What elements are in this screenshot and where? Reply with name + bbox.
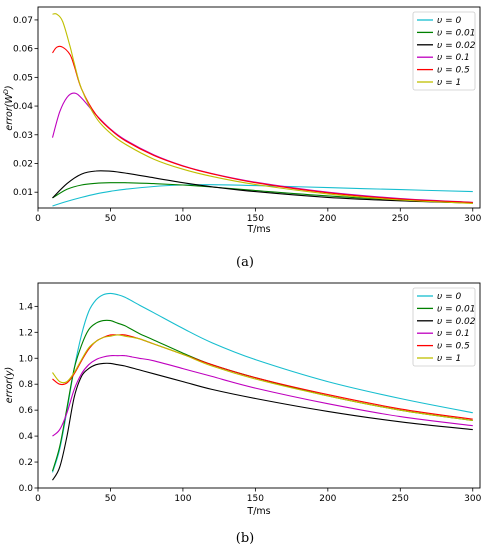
legend-label-a-1: υ = 0.01 xyxy=(437,28,476,38)
series-b xyxy=(51,292,473,481)
legend-b: υ = 0 υ = 0.01 υ = 0.02 υ = 0.1 υ = 0.5 υ = 1 xyxy=(412,287,476,367)
series-line-b-4 xyxy=(52,334,473,420)
legend-label-b-3: υ = 0.1 xyxy=(437,329,470,339)
y-tick-label-a: 0.07 xyxy=(13,16,33,26)
x-axis-label-a: T/ms xyxy=(246,224,270,235)
y-tick-label-b: 0.2 xyxy=(19,458,33,468)
legend-box-a xyxy=(412,11,476,91)
series-a xyxy=(51,13,473,207)
plot-frame-a xyxy=(37,6,481,209)
y-tick-label-b: 0.0 xyxy=(19,484,34,494)
x-tick-label-a: 200 xyxy=(319,214,336,224)
legend-label-a-3: υ = 0.1 xyxy=(437,53,470,63)
x-tick-label-a: 100 xyxy=(174,214,191,224)
legend-label-b-4: υ = 0.5 xyxy=(437,342,470,352)
legend-label-a-0: υ = 0 xyxy=(437,16,461,26)
series-line-b-2 xyxy=(52,362,473,481)
x-tick-label-b: 0 xyxy=(35,494,41,504)
legend-label-b-1: υ = 0.01 xyxy=(437,304,476,314)
ticks-b: 0 50 100 150 200 250 300 0.0 0.2 0.4 0.6 0.8 1.0 1.2 1… xyxy=(19,302,482,504)
series-line-a-5 xyxy=(52,13,473,204)
y-tick-label-b: 1.4 xyxy=(19,302,34,312)
series-line-b-5 xyxy=(52,334,473,422)
y-tick-label-b: 0.8 xyxy=(19,380,34,390)
series-line-b-0 xyxy=(51,292,473,473)
series-line-a-4 xyxy=(52,45,473,204)
x-tick-label-b: 50 xyxy=(105,494,117,504)
x-tick-label-a: 300 xyxy=(464,214,481,224)
series-line-b-1 xyxy=(51,319,473,472)
y-tick-label-a: 0.05 xyxy=(13,73,33,83)
y-tick-label-b: 0.6 xyxy=(19,406,34,416)
x-tick-label-a: 250 xyxy=(392,214,409,224)
y-tick-label-b: 0.4 xyxy=(19,432,34,442)
caption-b: (b) xyxy=(236,531,254,546)
y-axis-label-b: error(y) xyxy=(4,367,15,403)
legend-label-b-0: υ = 0 xyxy=(437,292,461,302)
caption-a: (a) xyxy=(236,255,254,270)
y-tick-label-b: 1.2 xyxy=(19,328,33,338)
legend-a: υ = 0 υ = 0.01 υ = 0.02 υ = 0.1 υ = 0.5 υ = 1 xyxy=(412,11,476,91)
legend-label-a-2: υ = 0.02 xyxy=(437,41,476,51)
series-line-a-1 xyxy=(52,182,473,204)
chart-a: 0 50 100 150 200 250 300 0.01 0.02 0.03 0.04 0.05 0.… xyxy=(2,6,482,270)
y-tick-label-b: 1.0 xyxy=(19,354,34,364)
x-axis-label-b: T/ms xyxy=(246,506,270,517)
x-tick-label-a: 150 xyxy=(247,214,264,224)
ticks-a: 0 50 100 150 200 250 300 0.01 0.02 0.03 0.04 0.05 0.… xyxy=(13,16,482,224)
y-tick-label-a: 0.04 xyxy=(13,102,33,112)
series-line-b-3 xyxy=(52,355,473,437)
legend-label-b-2: υ = 0.02 xyxy=(437,317,476,327)
x-tick-label-b: 100 xyxy=(174,494,191,504)
y-tick-label-a: 0.03 xyxy=(13,131,33,141)
series-line-a-0 xyxy=(52,184,473,207)
plot-frame-b xyxy=(37,282,481,489)
y-tick-label-a: 0.01 xyxy=(13,188,33,198)
series-line-a-3 xyxy=(51,92,473,203)
chart-b: 0 50 100 150 200 250 300 0.0 0.2 0.4 0.6 0.8 1.0 1.2 1… xyxy=(4,282,482,546)
legend-label-b-5: υ = 1 xyxy=(437,354,461,364)
x-tick-label-a: 50 xyxy=(105,214,117,224)
x-tick-label-a: 0 xyxy=(35,214,41,224)
y-tick-label-a: 0.02 xyxy=(13,159,33,169)
x-tick-label-b: 250 xyxy=(392,494,409,504)
series-line-a-2 xyxy=(52,170,473,204)
x-tick-label-b: 300 xyxy=(464,494,481,504)
legend-label-a-4: υ = 0.5 xyxy=(437,66,470,76)
x-tick-label-b: 150 xyxy=(247,494,264,504)
legend-label-a-5: υ = 1 xyxy=(437,78,461,88)
legend-box-b xyxy=(412,287,476,367)
y-tick-label-a: 0.06 xyxy=(13,45,33,55)
y-axis-label-a: error(WD) xyxy=(2,85,15,130)
x-tick-label-b: 200 xyxy=(319,494,336,504)
